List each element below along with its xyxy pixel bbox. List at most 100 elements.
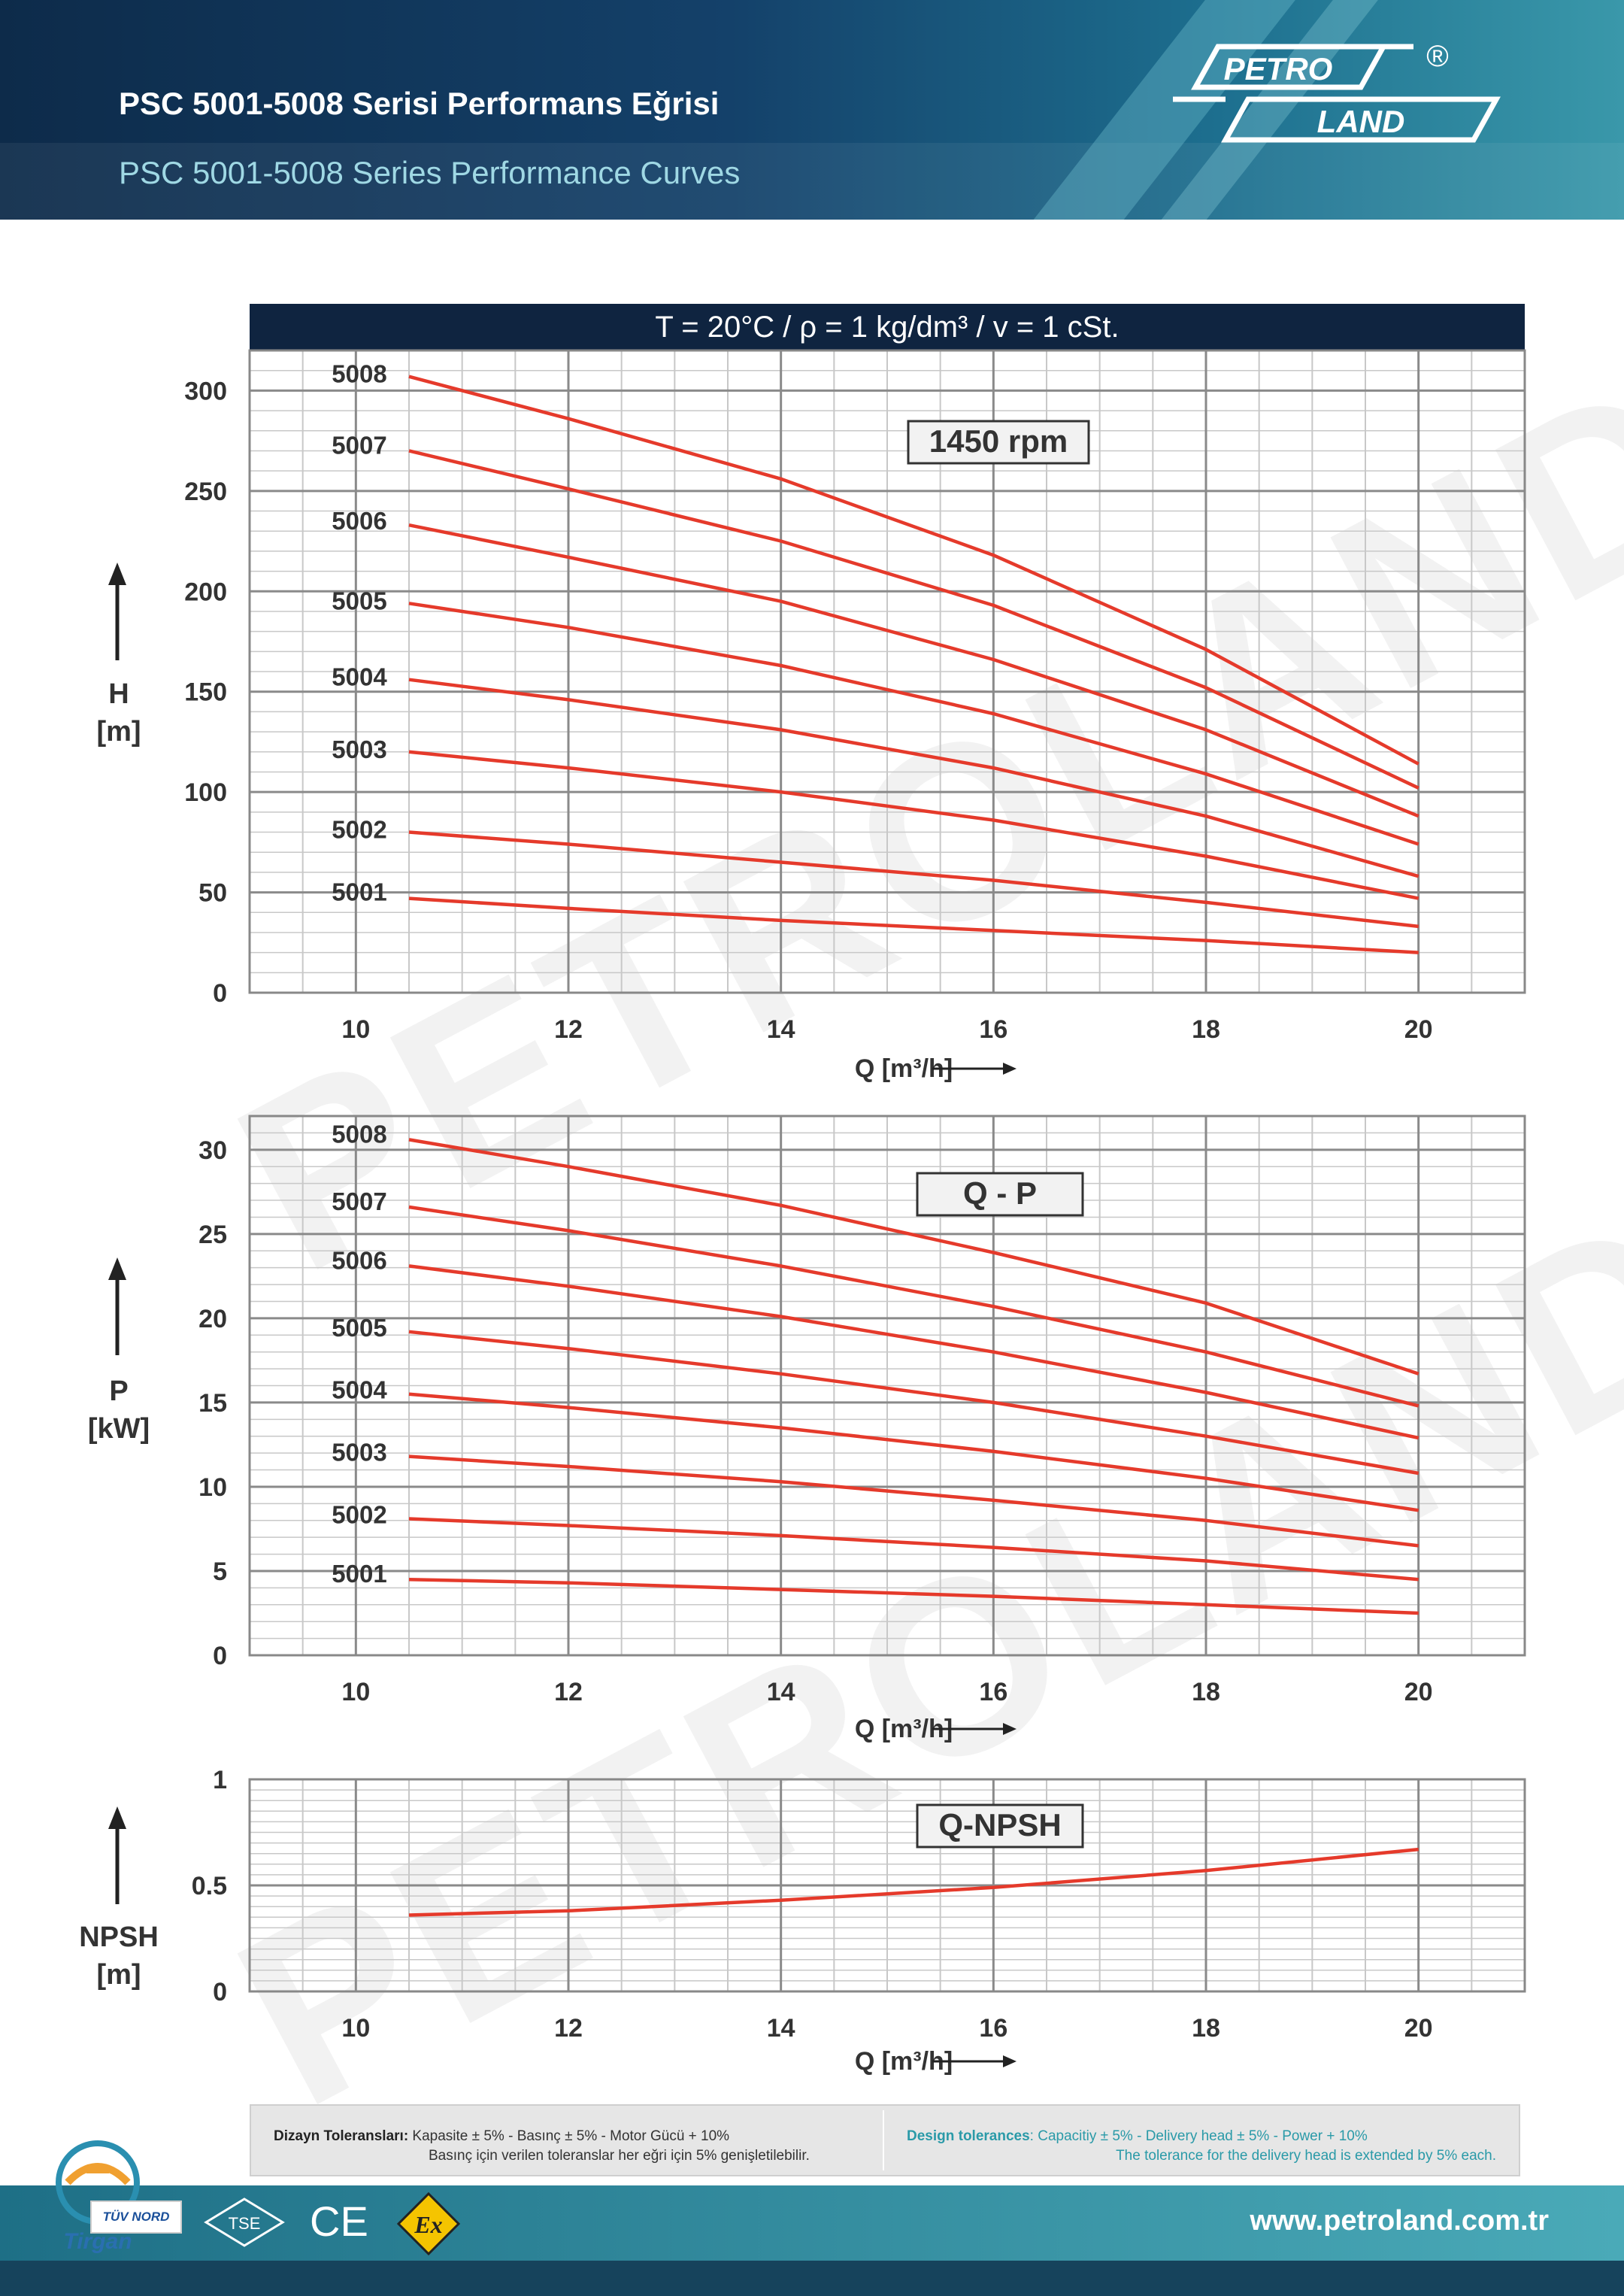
website-link[interactable]: www.petroland.com.tr — [1250, 2205, 1549, 2237]
x-tick-label: 10 — [341, 1015, 370, 1044]
tolerance-en-label: Design tolerances — [907, 2128, 1030, 2144]
series-line-5005 — [408, 1330, 1419, 1476]
series-label: 5001 — [332, 878, 386, 906]
series-label: 5006 — [332, 1246, 386, 1274]
x-tick-label: 10 — [341, 2014, 370, 2043]
y-axis-arrow-head — [108, 563, 126, 585]
series-line-5007 — [408, 449, 1419, 790]
series-line-5006 — [408, 1264, 1419, 1440]
y-tick-label: 0 — [213, 1978, 227, 2006]
tolerances-box: Dizayn Toleransları: Kapasite ± 5% - Bas… — [250, 2104, 1520, 2176]
y-axis-title-unit: [kW] — [88, 1413, 150, 1445]
x-tick-label: 18 — [1192, 2014, 1220, 2043]
x-axis-arrow-head — [1003, 2055, 1017, 2067]
series-line-5002 — [408, 830, 1419, 929]
x-tick-label: 16 — [979, 1015, 1007, 1044]
series-label: 5008 — [332, 360, 386, 388]
tuv-nord-badge: TÜV NORD — [90, 2200, 182, 2234]
header-lower-band — [0, 143, 1624, 220]
tse-badge: TSE — [204, 2197, 285, 2247]
x-axis-arrow-head — [1003, 1723, 1017, 1735]
y-tick-label: 1 — [213, 1766, 227, 1794]
x-tick-label: 12 — [554, 1015, 583, 1044]
x-tick-label: 12 — [554, 1678, 583, 1706]
series-label: 5006 — [332, 507, 386, 535]
y-axis-title-symbol: P — [109, 1375, 128, 1407]
y-axis-title-unit: [m] — [96, 1959, 141, 1991]
y-tick-label: 20 — [198, 1305, 227, 1333]
petroland-logo: PETRO LAND ® — [1173, 40, 1501, 143]
atex-ex-text: Ex — [414, 2211, 442, 2238]
chart-title-box — [916, 1172, 1084, 1217]
y-tick-label: 50 — [198, 879, 227, 908]
y-tick-label: 30 — [198, 1136, 227, 1165]
x-tick-label: 14 — [767, 1678, 795, 1706]
series-label: 5003 — [332, 736, 386, 763]
x-tick-label: 16 — [979, 2014, 1007, 2043]
plot-frame — [248, 1778, 1526, 1993]
header-banner: PSC 5001-5008 Serisi Performans Eğrisi P… — [0, 0, 1624, 220]
tolerance-tr-line2: Basınç için verilen toleranslar her eğri… — [429, 2148, 810, 2164]
y-axis-arrow-head — [108, 1806, 126, 1829]
atex-ex-badge: Ex — [397, 2192, 460, 2255]
series-line-5003 — [408, 1454, 1419, 1548]
logo-text-petro: PETRO — [1224, 51, 1333, 86]
y-tick-label: 0 — [213, 1642, 227, 1670]
page-title-turkish: PSC 5001-5008 Serisi Performans Eğrisi — [119, 86, 720, 121]
y-axis-arrow-head — [108, 1257, 126, 1280]
x-axis-arrow-head — [1003, 1063, 1017, 1075]
footer-bottom-band — [0, 2261, 1624, 2296]
x-tick-label: 10 — [341, 1678, 370, 1706]
series-line-5001 — [408, 1577, 1419, 1615]
tolerance-tr-line1: Dizayn Toleransları: Kapasite ± 5% - Bas… — [274, 2128, 729, 2145]
x-tick-label: 20 — [1404, 1015, 1433, 1044]
y-tick-label: 150 — [184, 678, 227, 707]
tolerance-en-line1: Design tolerances: Capacitiy ± 5% - Deli… — [907, 2128, 1368, 2145]
y-tick-label: 100 — [184, 778, 227, 807]
conditions-bar: T = 20°C / ρ = 1 kg/dm³ / v = 1 cSt. — [250, 304, 1525, 350]
x-tick-label: 18 — [1192, 1015, 1220, 1044]
tolerance-tr-text: Kapasite ± 5% - Basınç ± 5% - Motor Gücü… — [408, 2128, 730, 2144]
series-line-5001 — [408, 896, 1419, 954]
series-label: 5003 — [332, 1439, 386, 1466]
chart-title-box — [907, 420, 1090, 465]
x-tick-label: 18 — [1192, 1678, 1220, 1706]
tolerance-divider — [883, 2110, 884, 2170]
series-line-5006 — [408, 523, 1419, 818]
y-tick-label: 10 — [198, 1473, 227, 1502]
x-tick-label: 12 — [554, 2014, 583, 2043]
y-axis-title-symbol: NPSH — [79, 1921, 159, 1953]
chart-title: Q - P — [963, 1175, 1037, 1211]
x-tick-label: 14 — [767, 1015, 795, 1044]
tolerance-tr-label: Dizayn Toleransları: — [274, 2128, 409, 2144]
series-label: 5002 — [332, 816, 386, 844]
series-line-5008 — [408, 375, 1419, 766]
y-tick-label: 25 — [198, 1221, 227, 1249]
y-tick-label: 15 — [198, 1389, 227, 1418]
series-label: 5005 — [332, 1314, 386, 1342]
tolerance-en-text: : Capacitiy ± 5% - Delivery head ± 5% - … — [1029, 2128, 1368, 2144]
series-line-5002 — [408, 1517, 1419, 1582]
series-line-5003 — [408, 750, 1419, 900]
registered-mark: ® — [1426, 40, 1448, 73]
series-line-5004 — [408, 1392, 1419, 1512]
x-tick-label: 14 — [767, 2014, 795, 2043]
chart-title-box — [916, 1803, 1084, 1849]
plot-frame — [248, 349, 1526, 994]
series-label: 5001 — [332, 1560, 386, 1588]
x-tick-label: 20 — [1404, 2014, 1433, 2043]
y-axis-title-unit: [m] — [96, 716, 141, 748]
y-tick-label: 250 — [184, 478, 227, 506]
series-line-npsh — [408, 1847, 1419, 1917]
series-line-5005 — [408, 602, 1419, 846]
chart-title: Q-NPSH — [938, 1807, 1061, 1843]
tolerance-en-line2: The tolerance for the delivery head is e… — [1116, 2148, 1496, 2164]
series-line-5008 — [408, 1138, 1419, 1375]
series-label: 5005 — [332, 587, 386, 614]
series-label: 5004 — [332, 663, 387, 691]
series-label: 5008 — [332, 1120, 386, 1148]
series-label: 5007 — [332, 431, 386, 459]
series-label: 5004 — [332, 1376, 387, 1404]
y-tick-label: 5 — [213, 1557, 227, 1586]
